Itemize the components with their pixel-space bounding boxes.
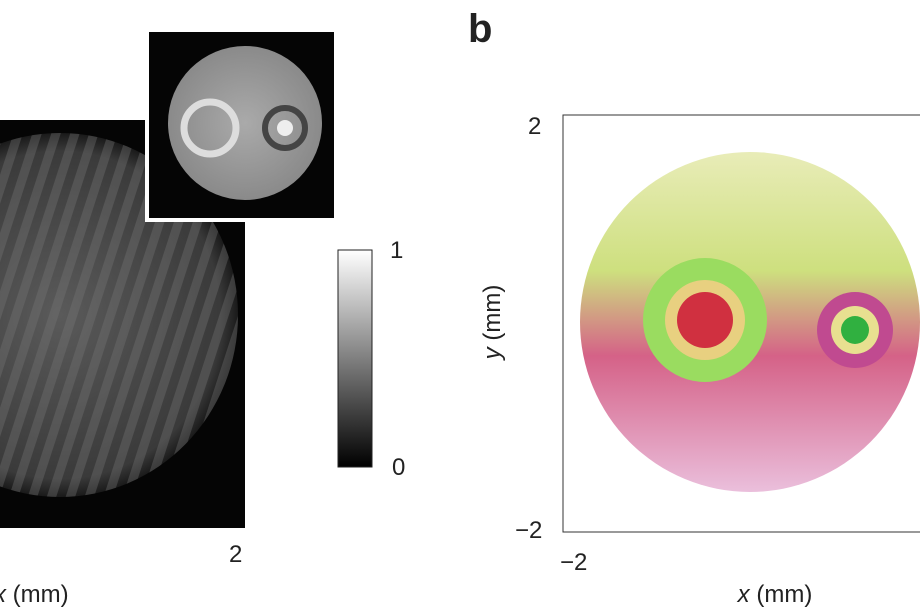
panel-b: b 2 −2 −2 y (mm) x (mm) — [468, 7, 920, 608]
panel-label: b — [468, 7, 492, 51]
colorbar-tick: 1 — [390, 237, 403, 264]
y-var: y — [479, 345, 506, 361]
x-var: x — [737, 581, 751, 608]
inset-disk — [168, 46, 322, 200]
inset-ring — [180, 98, 240, 158]
x-axis-label: x (mm) — [737, 581, 813, 608]
phase-core — [677, 292, 733, 348]
fringes — [0, 133, 238, 497]
y-unit: (mm) — [479, 285, 506, 341]
panel-a: 1 0 2 x (mm) — [0, 28, 405, 608]
colorbar — [337, 249, 373, 468]
y-axis-label: y (mm) — [479, 285, 506, 362]
x-tick-label: 2 — [229, 541, 242, 568]
x-tick-label: −2 — [560, 549, 587, 576]
x-var: x — [0, 581, 7, 608]
x-axis-label: x (mm) — [0, 581, 69, 608]
phase-core — [841, 316, 869, 344]
inset-spot — [277, 120, 293, 136]
x-unit: (mm) — [756, 581, 812, 608]
colorbar-tick: 0 — [392, 454, 405, 481]
y-tick-label: 2 — [528, 113, 541, 140]
inset-ring — [262, 105, 308, 151]
x-unit: (mm) — [13, 581, 69, 608]
y-tick-label: −2 — [515, 517, 542, 544]
